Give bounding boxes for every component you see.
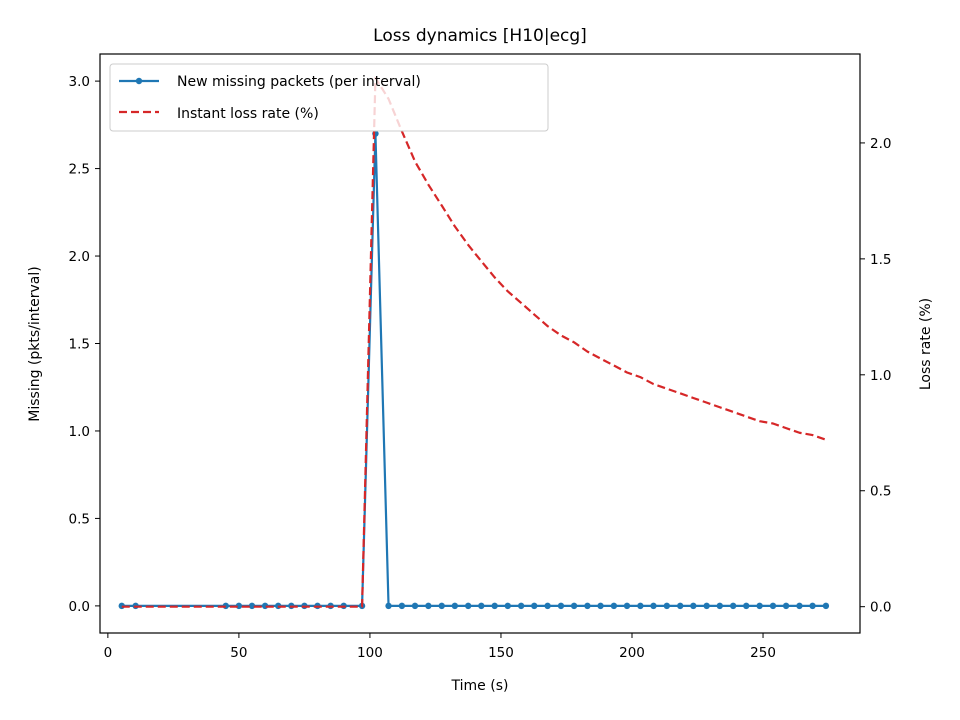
missing-packets-point <box>517 602 525 610</box>
right-y-tick-label: 1.0 <box>870 368 891 384</box>
right-y-tick-label: 0.5 <box>870 484 891 500</box>
left-y-tick-label: 0.5 <box>69 511 90 527</box>
series-instant-loss-rate-line <box>121 76 827 608</box>
right-y-tick-label: 1.5 <box>870 252 891 268</box>
left-y-tick-label: 2.0 <box>69 249 90 265</box>
x-axis-label: Time (s) <box>451 678 509 694</box>
right-y-tick-label: 0.0 <box>870 600 891 616</box>
missing-packets-point <box>411 602 419 610</box>
left-y-axis-label: Missing (pkts/interval) <box>27 266 43 421</box>
missing-packets-point <box>743 602 750 610</box>
missing-packets-point <box>690 602 697 610</box>
missing-packets-point <box>491 602 498 610</box>
missing-packets-point <box>650 602 657 610</box>
missing-packets-point <box>438 602 445 610</box>
missing-packets-point <box>822 602 830 610</box>
right-y-axis-label: Loss rate (%) <box>918 298 934 390</box>
chart-title: Loss dynamics [H10|ecg] <box>373 26 587 46</box>
left-y-tick-label: 1.5 <box>69 337 90 353</box>
x-tick-label: 100 <box>357 645 383 661</box>
missing-packets-point <box>809 602 816 610</box>
missing-packets-point <box>398 602 406 610</box>
left-y-tick-label: 0.0 <box>69 599 90 615</box>
missing-packets-point <box>504 602 511 610</box>
legend-box <box>109 63 549 132</box>
legend-label-missing: New missing packets (per interval) <box>177 74 421 90</box>
missing-packets-point <box>425 602 432 610</box>
legend-label-loss-rate: Instant loss rate (%) <box>177 106 319 122</box>
missing-packets-point <box>451 602 459 610</box>
missing-packets-point <box>385 602 392 610</box>
missing-packets-point <box>637 602 644 610</box>
missing-packets-point <box>557 602 565 610</box>
right-y-axis-ticks: 0.0 0.5 1.0 1.5 2.0 <box>860 136 891 616</box>
x-tick-label: 0 <box>104 645 113 661</box>
series-layer <box>118 76 830 610</box>
missing-packets-point <box>478 602 485 610</box>
missing-packets-point <box>729 602 737 610</box>
left-y-tick-label: 3.0 <box>69 74 90 90</box>
missing-packets-point <box>610 602 618 610</box>
legend-marker-missing <box>135 77 143 85</box>
missing-packets-point <box>769 602 777 610</box>
missing-packets-point <box>716 602 723 610</box>
missing-packets-point <box>703 602 710 610</box>
x-tick-label: 150 <box>488 645 514 661</box>
missing-packets-point <box>663 602 671 610</box>
missing-packets-point <box>248 602 256 610</box>
x-tick-label: 250 <box>750 645 776 661</box>
x-tick-label: 200 <box>619 645 645 661</box>
missing-packets-point <box>796 602 803 610</box>
missing-packets-point <box>597 602 604 610</box>
missing-packets-point <box>570 602 578 610</box>
missing-packets-point <box>782 602 790 610</box>
left-y-axis-ticks: 0.0 0.5 1.0 1.5 2.0 2.5 3.0 <box>69 74 100 615</box>
missing-packets-point <box>677 602 684 610</box>
left-y-tick-label: 1.0 <box>69 424 90 440</box>
right-y-tick-label: 2.0 <box>870 136 891 152</box>
missing-packets-point <box>465 602 472 610</box>
missing-packets-point <box>544 602 551 610</box>
x-axis-ticks: 0 50 100 150 200 250 <box>104 633 776 661</box>
missing-packets-point <box>584 602 591 610</box>
x-tick-label: 50 <box>230 645 247 661</box>
missing-packets-point <box>756 602 763 610</box>
legend: New missing packets (per interval) Insta… <box>109 63 549 132</box>
missing-packets-point <box>531 602 538 610</box>
missing-packets-point <box>623 602 631 610</box>
left-y-tick-label: 2.5 <box>69 162 90 178</box>
